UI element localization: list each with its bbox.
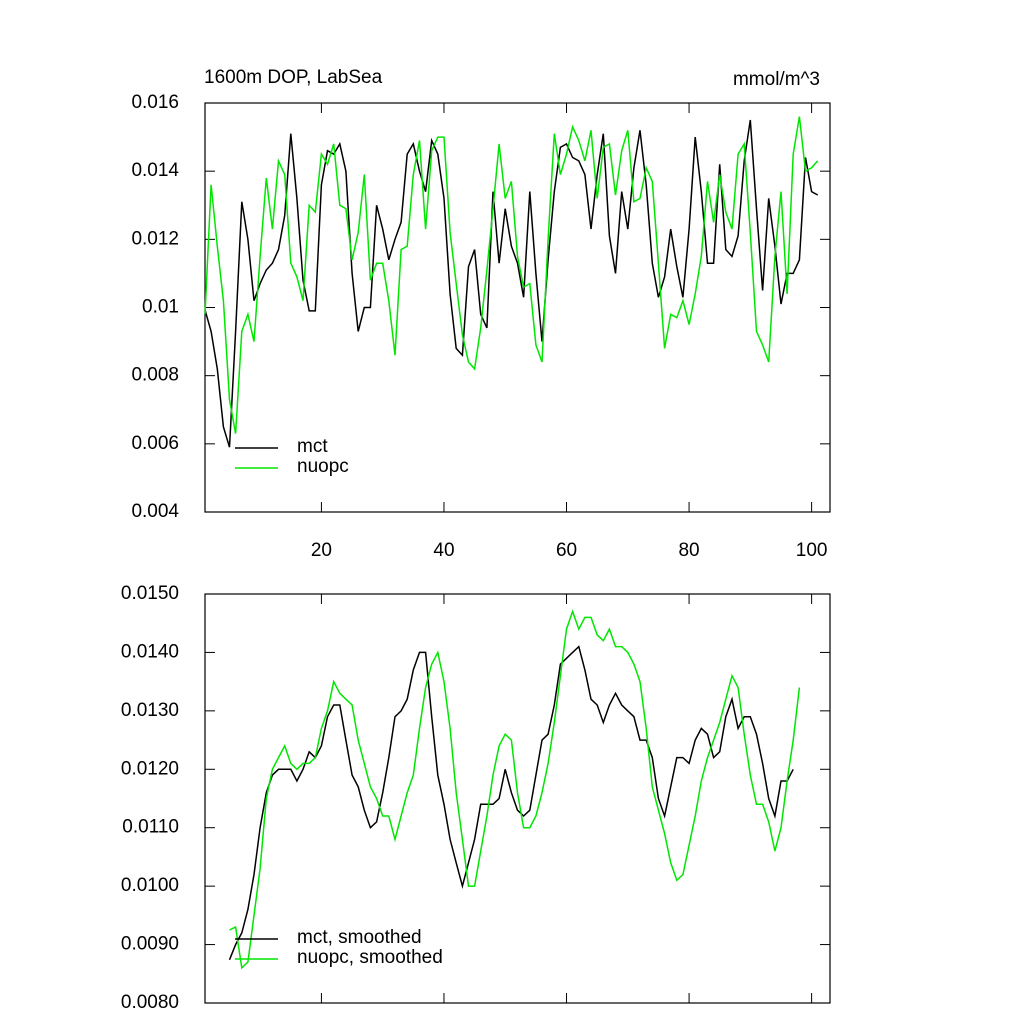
series-line: [204, 119, 819, 448]
y-tick-label: 0.0090: [121, 934, 179, 955]
x-tick-label: 40: [433, 540, 454, 561]
legend-label: nuopc: [297, 456, 349, 477]
legend-label: mct: [297, 436, 328, 457]
plot-frame: [204, 593, 831, 1004]
y-tick-label: 0.0080: [121, 992, 179, 1013]
y-tick-label: 0.012: [131, 228, 179, 249]
series-line: [229, 609, 801, 970]
y-tick-label: 0.01: [142, 297, 179, 318]
legend-label: mct, smoothed: [297, 927, 422, 948]
y-tick-label: 0.0100: [121, 875, 179, 896]
y-tick-label: 0.0110: [122, 817, 179, 838]
y-tick-label: 0.014: [131, 160, 179, 181]
y-tick-label: 0.0140: [121, 641, 179, 662]
series-line: [228, 645, 794, 961]
x-tick-label: 80: [678, 540, 699, 561]
legend-label: nuopc, smoothed: [297, 947, 443, 968]
units-label: mmol/m^3: [733, 69, 820, 90]
y-tick-label: 0.0120: [121, 758, 179, 779]
y-tick-label: 0.004: [131, 501, 179, 522]
chart-title: 1600m DOP, LabSea: [204, 67, 383, 88]
x-tick-label: 100: [796, 540, 828, 561]
y-tick-label: 0.016: [131, 92, 179, 113]
y-tick-label: 0.006: [131, 433, 179, 454]
series-line: [204, 116, 819, 434]
x-tick-label: 20: [311, 540, 332, 561]
y-tick-label: 0.0150: [121, 583, 179, 604]
y-tick-label: 0.008: [131, 365, 179, 386]
x-tick-label: 60: [556, 540, 577, 561]
y-tick-label: 0.0130: [121, 700, 179, 721]
